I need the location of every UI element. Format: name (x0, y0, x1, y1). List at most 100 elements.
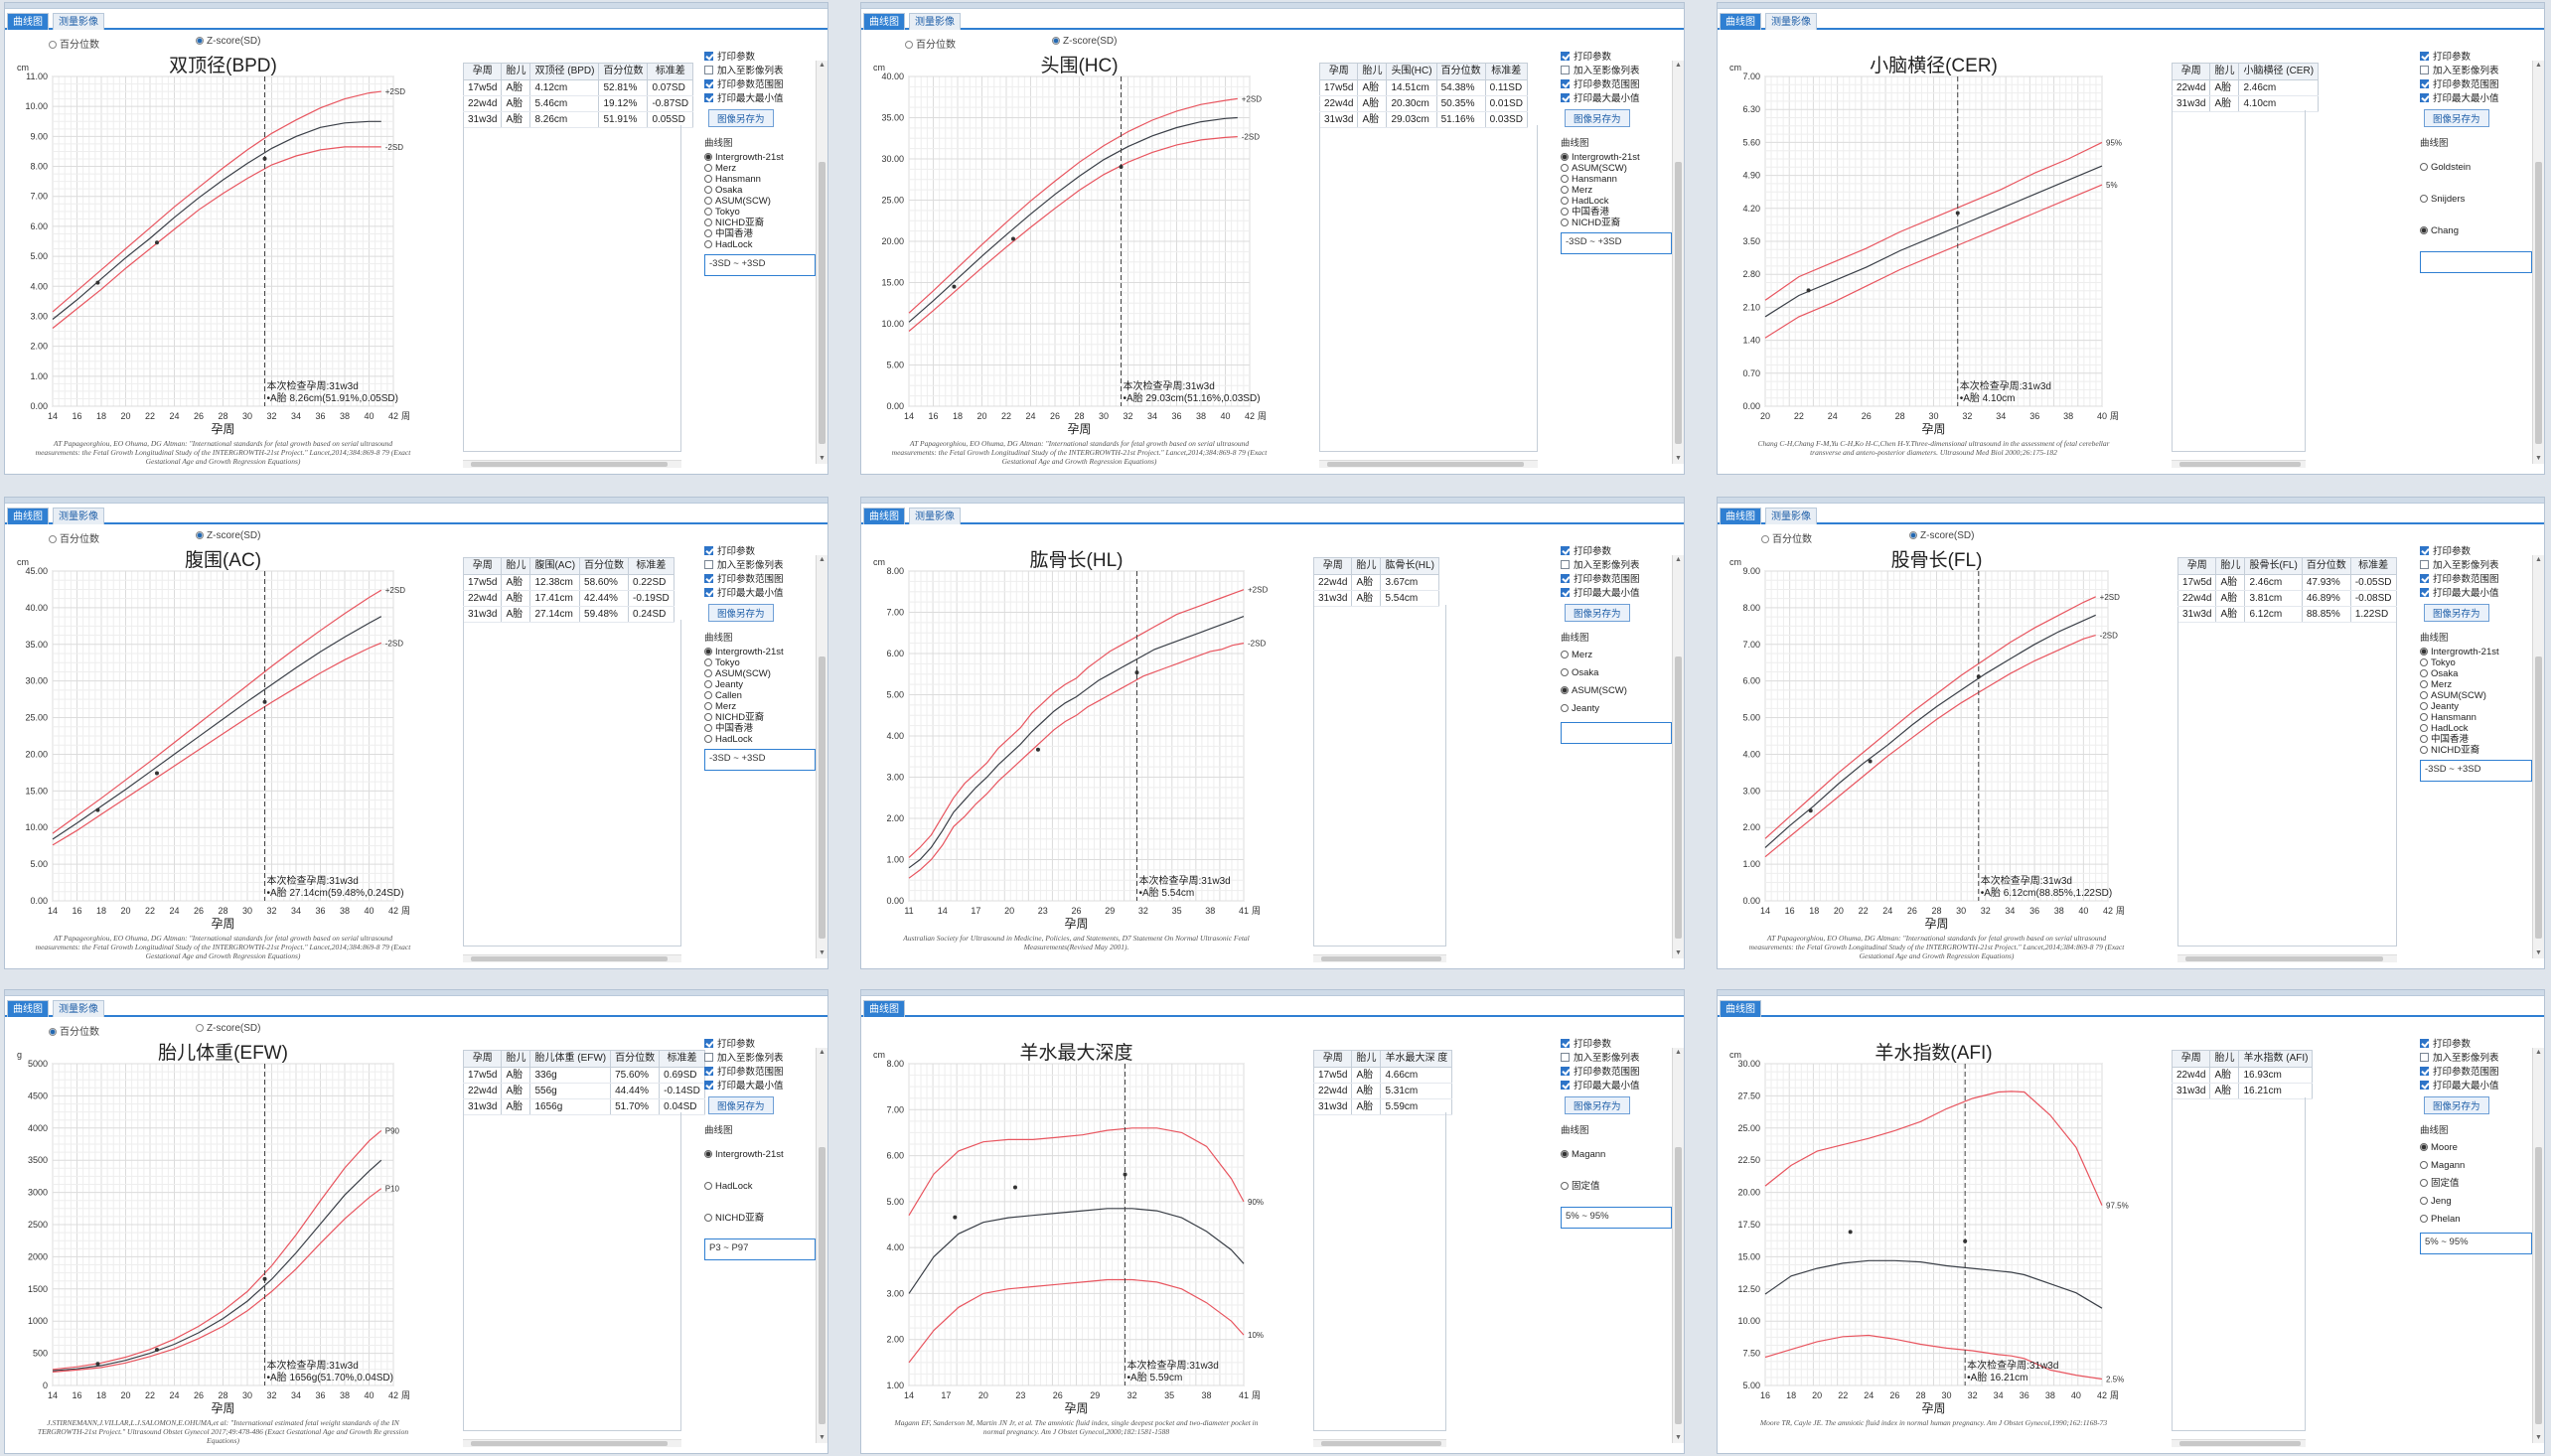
checkbox-box[interactable] (1561, 66, 1570, 74)
tab-image[interactable]: 测量影像 (909, 13, 961, 30)
checkbox-box[interactable] (1561, 1067, 1570, 1076)
options-vertical-scrollbar[interactable]: ▲ ▼ (816, 1048, 827, 1443)
table-row[interactable]: 31w3d A胎 5.54cm (1312, 590, 1439, 607)
print-range-chart-checkbox[interactable]: 打印参数范围图 (1561, 78, 1672, 92)
checkbox-box[interactable] (704, 93, 713, 102)
scroll-up-arrow[interactable]: ▲ (819, 62, 825, 69)
scrollbar-thumb[interactable] (2185, 956, 2383, 961)
radio-dot[interactable] (2420, 735, 2428, 743)
reference-radio-option[interactable]: Hansmann (2420, 712, 2532, 723)
print-range-chart-checkbox[interactable]: 打印参数范围图 (2420, 1066, 2532, 1080)
table-row[interactable]: 22w4d A胎 3.67cm (1312, 574, 1439, 591)
add-image-list-checkbox[interactable]: 加入至影像列表 (1561, 559, 1672, 573)
radio-dot[interactable] (1561, 218, 1569, 226)
checkbox-box[interactable] (2420, 574, 2429, 583)
table-row[interactable]: 22w4d A胎 3.81cm 46.89% -0.08SD (2176, 590, 2397, 607)
scrollbar-thumb[interactable] (471, 1441, 668, 1446)
print-max-min-checkbox[interactable]: 打印最大最小值 (2420, 92, 2532, 106)
scrollbar-thumb[interactable] (819, 1147, 825, 1424)
scroll-up-arrow[interactable]: ▲ (2535, 62, 2542, 69)
reference-radio-option[interactable]: Intergrowth-21st (1561, 152, 1672, 163)
display-range-field[interactable] (1561, 722, 1672, 744)
radio-dot[interactable] (704, 648, 712, 655)
table-row[interactable]: 31w3d A胎 16.21cm (2171, 1083, 2314, 1099)
tab-image[interactable]: 测量影像 (53, 1000, 104, 1017)
table-row[interactable]: 17w5d A胎 4.12cm 52.81% 0.07SD (462, 79, 694, 96)
radio-dot[interactable] (2420, 1197, 2428, 1205)
options-vertical-scrollbar[interactable]: ▲ ▼ (2532, 555, 2544, 958)
options-vertical-scrollbar[interactable]: ▲ ▼ (1672, 61, 1684, 464)
checkbox-box[interactable] (1561, 560, 1570, 569)
scroll-down-arrow[interactable]: ▼ (2535, 1434, 2542, 1441)
checkbox-box[interactable] (704, 1067, 713, 1076)
checkbox-box[interactable] (1561, 1081, 1570, 1090)
radio-dot[interactable] (704, 658, 712, 666)
radio-dot[interactable] (1561, 668, 1569, 676)
radio-dot[interactable] (2420, 195, 2428, 203)
checkbox-box[interactable] (704, 66, 713, 74)
radio-dot[interactable] (704, 240, 712, 248)
checkbox-box[interactable] (704, 1053, 713, 1062)
tab-image[interactable]: 测量影像 (53, 508, 104, 524)
checkbox-box[interactable] (1561, 52, 1570, 61)
radio-dot[interactable] (1561, 1182, 1569, 1190)
table-horizontal-scrollbar[interactable] (1313, 1439, 1446, 1447)
scrollbar-thumb[interactable] (1321, 956, 1441, 961)
checkbox-box[interactable] (2420, 79, 2429, 88)
reference-radio-option[interactable]: Merz (704, 163, 816, 174)
radio-dot[interactable] (1561, 186, 1569, 194)
reference-radio-option[interactable]: ASUM(SCW) (1561, 682, 1672, 700)
tab-curve[interactable]: 曲线图 (863, 508, 905, 524)
radio-dot[interactable] (2420, 1161, 2428, 1169)
radio-dot[interactable] (2420, 163, 2428, 171)
tab-image[interactable]: 测量影像 (1765, 13, 1817, 30)
checkbox-box[interactable] (2420, 93, 2429, 102)
reference-radio-option[interactable]: Jeanty (704, 679, 816, 690)
reference-radio-option[interactable]: NICHD亚裔 (704, 712, 816, 723)
print-params-checkbox[interactable]: 打印参数 (1561, 545, 1672, 559)
display-range-field[interactable]: 5% ~ 95% (1561, 1207, 1672, 1229)
mode-percentile-radio[interactable]: 百分位数 (49, 1023, 99, 1038)
reference-radio-option[interactable]: Magann (1561, 1139, 1672, 1171)
mode-percentile-radio[interactable]: 百分位数 (905, 36, 956, 51)
mode-percentile-radio[interactable]: 百分位数 (49, 530, 99, 545)
table-row[interactable]: 22w4d A胎 2.46cm (2171, 79, 2320, 96)
reference-radio-option[interactable]: Jeanty (2420, 701, 2532, 712)
radio-dot[interactable] (704, 702, 712, 710)
reference-radio-option[interactable]: Intergrowth-21st (704, 152, 816, 163)
table-horizontal-scrollbar[interactable] (2177, 954, 2397, 962)
display-range-field[interactable]: 5% ~ 95% (2420, 1233, 2532, 1254)
reference-radio-option[interactable]: Snijders (2420, 184, 2532, 216)
table-row[interactable]: 31w3d A胎 6.12cm 88.85% 1.22SD (2176, 606, 2397, 623)
tab-curve[interactable]: 曲线图 (7, 13, 49, 30)
radio-dot[interactable] (704, 735, 712, 743)
scroll-down-arrow[interactable]: ▼ (1675, 949, 1682, 956)
reference-radio-option[interactable]: Osaka (704, 185, 816, 196)
print-params-checkbox[interactable]: 打印参数 (1561, 1038, 1672, 1052)
radio-dot[interactable] (1561, 175, 1569, 183)
tab-curve[interactable]: 曲线图 (863, 13, 905, 30)
print-max-min-checkbox[interactable]: 打印最大最小值 (704, 587, 816, 601)
save-image-button[interactable]: 图像另存为 (708, 604, 774, 622)
reference-radio-option[interactable]: NICHD亚裔 (2420, 745, 2532, 756)
display-range-field[interactable]: P3 ~ P97 (704, 1238, 816, 1260)
reference-radio-option[interactable]: Osaka (1561, 664, 1672, 682)
scroll-up-arrow[interactable]: ▲ (1675, 556, 1682, 563)
scrollbar-thumb[interactable] (1675, 656, 1682, 939)
reference-radio-option[interactable]: 中国香港 (704, 228, 816, 239)
print-max-min-checkbox[interactable]: 打印最大最小值 (1561, 92, 1672, 106)
add-image-list-checkbox[interactable]: 加入至影像列表 (704, 65, 816, 78)
reference-radio-option[interactable]: Merz (2420, 679, 2532, 690)
reference-radio-option[interactable]: Moore (2420, 1139, 2532, 1157)
display-range-field[interactable]: -3SD ~ +3SD (704, 749, 816, 771)
radio-dot[interactable] (704, 186, 712, 194)
mode-zscore-radio[interactable]: Z-score(SD) (196, 530, 260, 541)
reference-radio-option[interactable]: Merz (1561, 647, 1672, 664)
scroll-down-arrow[interactable]: ▼ (2535, 949, 2542, 956)
checkbox-box[interactable] (2420, 560, 2429, 569)
print-range-chart-checkbox[interactable]: 打印参数范围图 (2420, 78, 2532, 92)
table-row[interactable]: 31w3d A胎 27.14cm 59.48% 0.24SD (462, 606, 675, 623)
save-image-button[interactable]: 图像另存为 (2424, 1096, 2489, 1114)
reference-radio-option[interactable]: NICHD亚裔 (704, 1203, 816, 1235)
table-row[interactable]: 31w3d A胎 1656g 51.70% 0.04SD (462, 1098, 705, 1115)
